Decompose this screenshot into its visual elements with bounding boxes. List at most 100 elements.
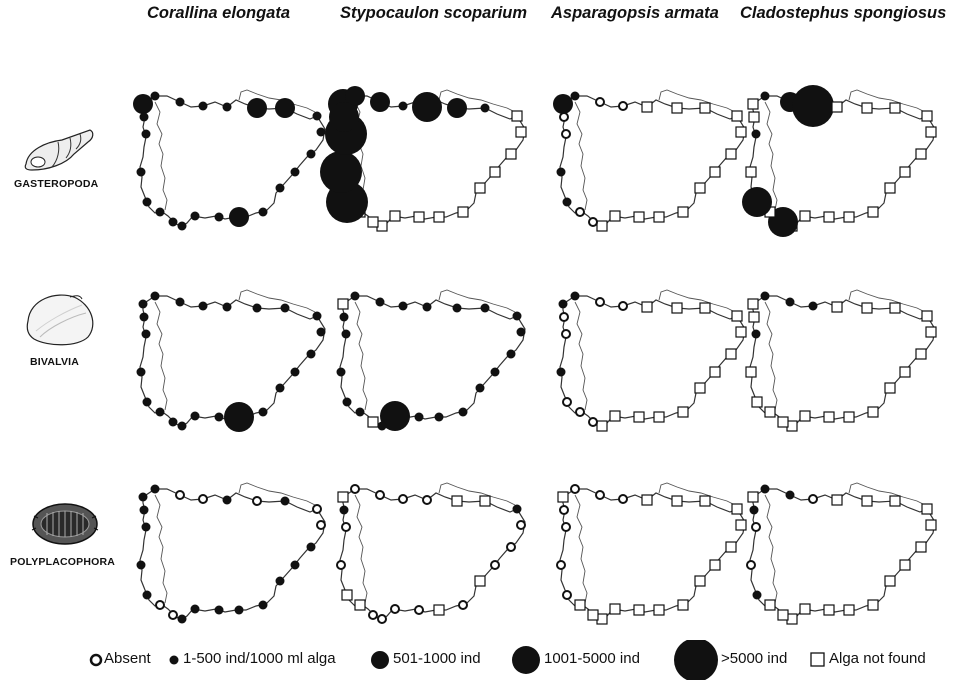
site-marker-not-found (596, 420, 608, 432)
site-marker-absent (168, 610, 178, 620)
column-title-corallina: Corallina elongata (147, 4, 291, 22)
site-marker-not-found (843, 604, 855, 616)
site-marker-not-found (474, 182, 486, 194)
row-label-bivalvia: BIVALVIA (30, 356, 80, 368)
legend-label-not-found: Alga not found (829, 650, 926, 667)
site-marker-c1 (138, 299, 148, 309)
site-marker-not-found (731, 310, 743, 322)
site-marker-absent (559, 312, 569, 322)
site-marker-c1 (480, 103, 490, 113)
site-marker-absent (562, 590, 572, 600)
site-marker-c1 (142, 397, 152, 407)
site-marker-c1 (290, 167, 300, 177)
site-marker-not-found (725, 348, 737, 360)
site-marker-c1 (475, 383, 485, 393)
site-marker-c1 (150, 291, 160, 301)
site-marker-c1 (141, 522, 151, 532)
site-marker-c2 (247, 98, 267, 118)
row-label-gasteropoda: GASTEROPODA (14, 178, 99, 190)
france-border (238, 289, 316, 313)
site-marker-absent (559, 112, 569, 122)
site-marker-not-found (889, 495, 901, 507)
site-marker-c1 (306, 542, 316, 552)
site-marker-c1 (341, 329, 351, 339)
site-marker-c1 (749, 505, 759, 515)
site-marker-not-found (511, 110, 523, 122)
site-marker-not-found (337, 491, 349, 503)
site-marker-not-found (641, 301, 653, 313)
site-marker-not-found (735, 326, 747, 338)
france-border (658, 482, 736, 506)
site-marker-not-found (653, 604, 665, 616)
site-marker-c1 (280, 303, 290, 313)
site-marker-c1 (198, 101, 208, 111)
site-marker-c1 (136, 560, 146, 570)
map-panel-r0-c0 (133, 89, 326, 231)
site-marker-c1 (414, 412, 424, 422)
site-marker-not-found (694, 382, 706, 394)
site-marker-not-found (889, 302, 901, 314)
legend-label-c4: >5000 ind (721, 650, 788, 667)
legend-label-c3: 1001-5000 ind (544, 650, 640, 667)
site-marker-c1 (506, 349, 516, 359)
site-marker-c1 (312, 311, 322, 321)
portugal-border (154, 494, 168, 604)
site-marker-not-found (709, 366, 721, 378)
site-marker-c1 (214, 605, 224, 615)
site-marker-not-found (337, 298, 349, 310)
map-panel-r1-c2 (556, 289, 747, 432)
site-marker-absent (562, 397, 572, 407)
site-marker-not-found (633, 604, 645, 616)
site-marker-absent (618, 301, 628, 311)
site-marker-c1 (751, 329, 761, 339)
site-marker-not-found (831, 301, 843, 313)
site-marker-absent (398, 494, 408, 504)
site-marker-c1 (336, 367, 346, 377)
site-marker-c1 (222, 302, 232, 312)
site-marker-not-found (609, 410, 621, 422)
chiton-icon (31, 503, 99, 545)
france-border (658, 289, 736, 313)
map-panel-r0-c2 (553, 89, 747, 232)
site-marker-not-found (633, 411, 645, 423)
site-marker-not-found (341, 589, 353, 601)
site-marker-c4 (792, 85, 834, 127)
france-border (848, 482, 926, 506)
site-marker-absent (341, 522, 351, 532)
site-marker-not-found (748, 311, 760, 323)
site-marker-absent (746, 560, 756, 570)
site-marker-not-found (861, 302, 873, 314)
site-marker-not-found (489, 166, 501, 178)
site-marker-c2 (229, 207, 249, 227)
portugal-border (574, 301, 588, 411)
coastline (749, 488, 936, 621)
site-marker-not-found (699, 302, 711, 314)
site-marker-c1 (398, 301, 408, 311)
site-marker-not-found (731, 110, 743, 122)
portugal-border (764, 101, 778, 211)
map-panel-r1-c3 (745, 289, 937, 432)
site-marker-c1 (377, 421, 387, 431)
site-marker-not-found (764, 599, 776, 611)
site-marker-c1 (136, 167, 146, 177)
legend-symbols (89, 640, 825, 680)
site-marker-absent (559, 505, 569, 515)
site-marker-c1 (342, 397, 352, 407)
france-border (238, 89, 316, 113)
column-title-stypocaulon: Stypocaulon scoparium (340, 4, 528, 22)
site-marker-not-found (843, 411, 855, 423)
site-marker-not-found (777, 609, 789, 621)
site-marker-not-found (843, 211, 855, 223)
site-marker-c2 (447, 98, 467, 118)
site-marker-absent (506, 542, 516, 552)
site-marker-c1 (339, 505, 349, 515)
site-marker-c1 (168, 417, 178, 427)
site-marker-not-found (677, 599, 689, 611)
site-marker-c1 (558, 299, 568, 309)
site-marker-not-found (671, 495, 683, 507)
site-marker-not-found (925, 126, 937, 138)
site-marker-c1 (760, 91, 770, 101)
site-marker-c1 (141, 329, 151, 339)
site-marker-not-found (694, 182, 706, 194)
france-border (438, 89, 516, 113)
